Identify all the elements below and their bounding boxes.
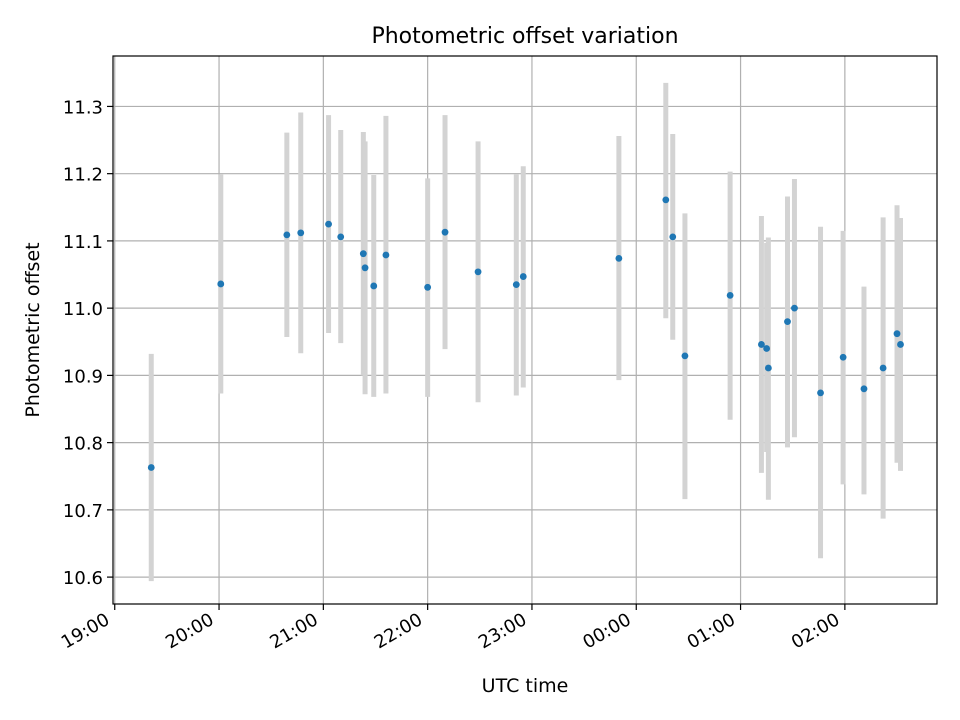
- data-point: [669, 233, 677, 241]
- chart-title: Photometric offset variation: [371, 24, 678, 49]
- data-point: [764, 364, 772, 372]
- y-tick-label: 10.9: [63, 366, 103, 387]
- data-point: [359, 250, 367, 258]
- y-tick-label: 11.3: [63, 97, 103, 118]
- data-point: [758, 341, 765, 348]
- y-tick-label: 11.0: [63, 299, 103, 320]
- plot-frame: [112, 55, 938, 605]
- data-point: [441, 228, 449, 236]
- data-point: [297, 229, 305, 237]
- data-point: [763, 345, 771, 352]
- data-point: [784, 318, 791, 325]
- y-tick-label: 11.2: [63, 165, 103, 186]
- data-point: [897, 341, 904, 348]
- data-point: [382, 251, 390, 259]
- data-point: [147, 464, 155, 471]
- data-point: [839, 353, 847, 361]
- y-axis: 10.6 10.7 10.8 10.9 11.0 11.1 11.2 11.3: [63, 97, 113, 589]
- y-tick-label: 10.8: [63, 434, 103, 455]
- y-tick-label: 10.7: [63, 501, 103, 522]
- data-point: [662, 196, 670, 204]
- data-point: [519, 273, 527, 280]
- y-tick-label: 10.6: [63, 568, 103, 589]
- data-point: [615, 254, 623, 262]
- data-point: [283, 231, 291, 239]
- data-point: [879, 364, 887, 372]
- data-point: [370, 282, 378, 290]
- y-tick-label: 11.1: [63, 232, 103, 253]
- data-point: [424, 283, 432, 291]
- data-point: [860, 385, 868, 393]
- y-axis-label: Photometric offset: [22, 242, 44, 417]
- data-point: [817, 389, 824, 397]
- data-point: [361, 264, 369, 272]
- data-point: [512, 281, 520, 289]
- data-point: [681, 352, 689, 360]
- data-point: [893, 330, 901, 338]
- data-point: [325, 220, 332, 228]
- data-point: [217, 280, 225, 288]
- data-point: [791, 304, 798, 312]
- data-point: [337, 233, 345, 241]
- x-axis-label: UTC time: [482, 675, 569, 697]
- data-point: [474, 268, 482, 276]
- data-points: [147, 196, 904, 471]
- data-point: [726, 291, 734, 299]
